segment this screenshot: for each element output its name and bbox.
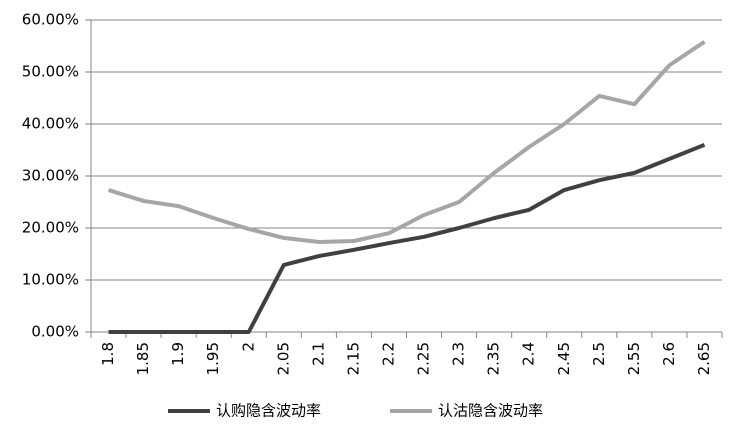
series-line: [107, 40, 706, 245]
series-line: [108, 142, 706, 334]
x-tick-label: 2.65: [695, 342, 713, 375]
x-tick-label: 1.8: [99, 342, 117, 366]
y-tick-label: 50.00%: [22, 63, 79, 81]
x-tick-label: 2.55: [625, 342, 643, 375]
y-tick-label: 60.00%: [22, 11, 79, 29]
legend-label: 认沽隐含波动率: [438, 402, 543, 420]
x-tick-label: 2.5: [590, 342, 608, 366]
legend-label: 认购隐含波动率: [216, 402, 321, 420]
x-tick-label: 2.25: [415, 342, 433, 375]
x-tick-label: 1.9: [169, 342, 187, 366]
x-tick-label: 2.35: [485, 342, 503, 375]
y-tick-label: 0.00%: [31, 323, 79, 341]
x-tick-label: 2.45: [555, 342, 573, 375]
y-tick-label: 20.00%: [22, 219, 79, 237]
x-tick-label: 2.4: [520, 342, 538, 366]
y-tick-label: 40.00%: [22, 115, 79, 133]
x-tick-label: 2.15: [344, 342, 362, 375]
x-tick-label: 2.1: [309, 342, 327, 366]
x-tick-label: 2.05: [274, 342, 292, 375]
x-tick-label: 2.6: [660, 342, 678, 366]
x-tick-label: 1.95: [204, 342, 222, 375]
x-tick-label: 2.2: [379, 342, 397, 366]
x-tick-label: 2: [239, 342, 257, 352]
y-tick-label: 30.00%: [22, 167, 79, 185]
x-tick-label: 2.3: [450, 342, 468, 366]
y-tick-label: 10.00%: [22, 271, 79, 289]
x-tick-label: 1.85: [134, 342, 152, 375]
